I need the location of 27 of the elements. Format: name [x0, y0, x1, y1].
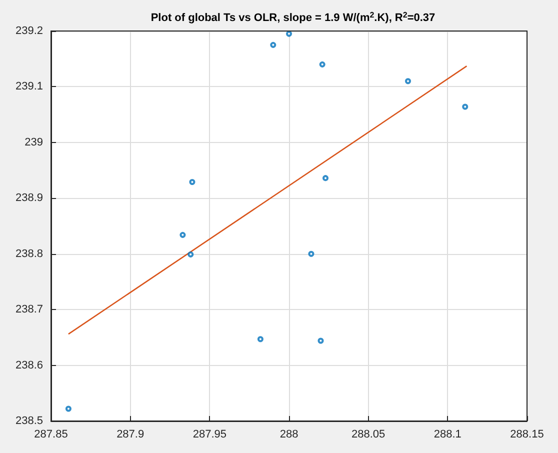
point: [180, 232, 186, 238]
point: [318, 338, 324, 344]
y-tick-label: 239.2: [15, 25, 43, 37]
y-tick-label: 238.6: [15, 359, 43, 372]
point: [462, 104, 468, 110]
x-tick-label: 288.05: [352, 428, 386, 440]
x-tick-label: 287.95: [192, 428, 226, 440]
point: [65, 406, 72, 412]
point: [189, 178, 196, 185]
point: [405, 78, 411, 84]
y-tick-label: 238.9: [15, 192, 43, 204]
point: [322, 175, 328, 182]
x-tick-label: 288: [280, 428, 298, 440]
y-tick-label: 238.8: [15, 248, 43, 260]
point: [257, 336, 264, 342]
point: [188, 251, 194, 258]
x-tick-label: 287.9: [116, 428, 144, 440]
point: [319, 61, 326, 68]
y-tick-label: 238.5: [15, 415, 43, 427]
point: [270, 42, 276, 48]
y-tick-label: 238.7: [15, 304, 43, 316]
y-tick-label: 239.1: [15, 80, 43, 93]
x-tick-label: 288.15: [510, 428, 544, 440]
y-tick-label: 239: [24, 136, 43, 148]
point: [308, 250, 314, 257]
x-tick-label: 288.1: [434, 428, 462, 440]
x-tick-label: 287.85: [34, 428, 68, 440]
